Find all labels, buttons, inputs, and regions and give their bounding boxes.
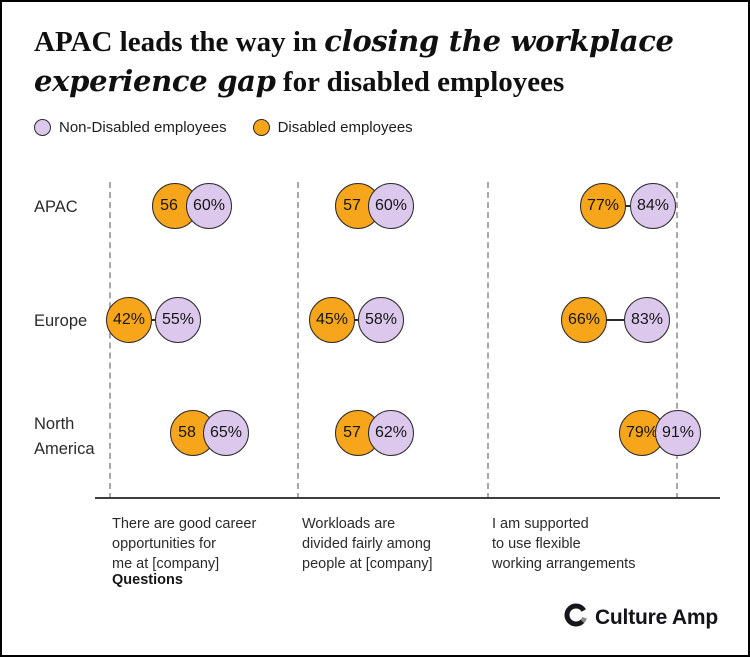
data-point-non-disabled: 84% (630, 183, 676, 229)
row-label-europe: Europe (34, 312, 88, 330)
legend-item-disabled: Disabled employees (252, 119, 413, 136)
question-line: Workloads are (302, 516, 396, 532)
row-label-apac: APAC (34, 198, 78, 216)
data-point-non-disabled: 62% (368, 410, 414, 456)
data-point-non-disabled: 60% (186, 183, 232, 229)
title-regular-text: APAC leads the way in (34, 26, 325, 58)
legend: Non-Disabled employees Disabled employee… (34, 119, 413, 136)
gridline-q3 (487, 182, 489, 499)
data-point-disabled: 66% (561, 297, 607, 343)
gap-connector (129, 319, 178, 321)
gridline-q1 (109, 182, 111, 499)
gap-connector (584, 319, 647, 321)
gridline-q2 (297, 182, 299, 499)
question-line: to use flexible (492, 536, 581, 552)
data-point-disabled: 45% (309, 297, 355, 343)
question-line: working arrangements (492, 556, 636, 572)
question-label-3: I am supported to use flexible working a… (492, 514, 635, 574)
question-label-2: Workloads are divided fairly among peopl… (302, 514, 433, 574)
data-point-disabled: 42% (106, 297, 152, 343)
title-regular-text: for disabled employees (275, 66, 565, 98)
culture-amp-logo: Culture Amp (564, 603, 718, 632)
gap-connector (603, 205, 653, 207)
legend-label: Disabled employees (277, 119, 413, 136)
data-point-non-disabled: 60% (368, 183, 414, 229)
question-label-1: There are good career opportunities for … (112, 514, 256, 574)
logo-text: Culture Amp (594, 605, 718, 629)
data-point-non-disabled: 91% (655, 410, 701, 456)
title-script-text: closing the workplace (324, 24, 674, 58)
question-line: I am supported (492, 516, 589, 532)
title-script-text: experience gap (34, 64, 276, 98)
legend-label: Non-Disabled employees (59, 119, 227, 136)
row-label-north-america: North America (34, 415, 95, 458)
title-line-2: experience gap for disabled employees (34, 62, 714, 102)
question-line: me at [company] (112, 556, 220, 572)
question-line: There are good career (112, 516, 257, 532)
question-line: divided fairly among (302, 536, 431, 552)
questions-axis-label: Questions (112, 572, 183, 588)
gap-connector (332, 319, 381, 321)
legend-item-non-disabled: Non-Disabled employees (34, 119, 227, 136)
data-point-non-disabled: 83% (624, 297, 670, 343)
data-point-non-disabled: 65% (203, 410, 249, 456)
gridline-q4 (676, 182, 678, 499)
question-line: people at [company] (302, 556, 433, 572)
disabled-swatch-icon (252, 119, 270, 136)
culture-amp-logo-icon (564, 603, 588, 632)
data-point-non-disabled: 58% (358, 297, 404, 343)
non-disabled-swatch-icon (34, 119, 51, 136)
page-title: APAC leads the way in closing the workpl… (34, 22, 714, 102)
data-point-non-disabled: 55% (155, 297, 201, 343)
data-point-disabled: 77% (580, 183, 626, 229)
question-line: opportunities for (112, 536, 216, 552)
x-axis-line (95, 497, 720, 499)
title-line-1: APAC leads the way in closing the workpl… (34, 22, 714, 62)
